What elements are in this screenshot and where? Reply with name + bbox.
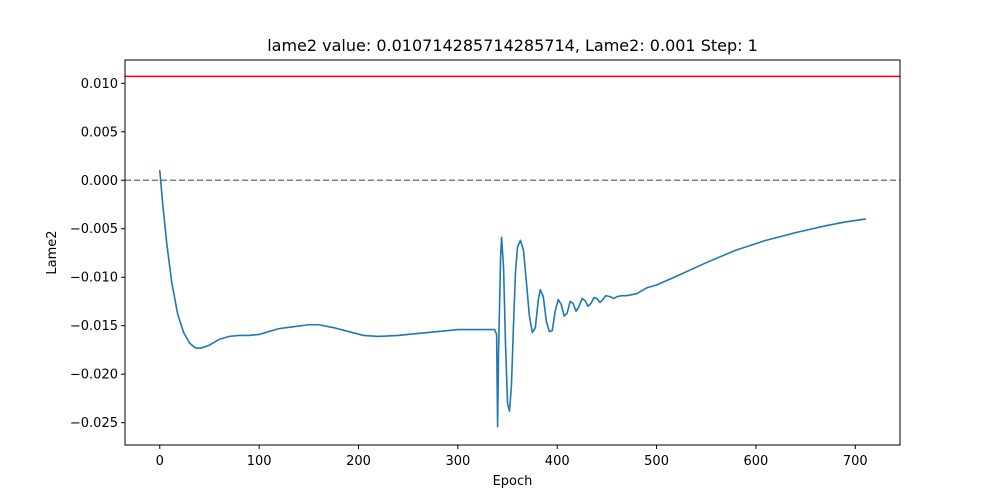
x-tick-label: 200 bbox=[346, 454, 371, 469]
y-tick-label: 0.010 bbox=[81, 77, 118, 92]
y-tick-label: −0.005 bbox=[70, 222, 118, 237]
y-tick-label: −0.025 bbox=[70, 416, 118, 431]
y-tick-label: 0.005 bbox=[81, 125, 118, 140]
x-tick-label: 0 bbox=[156, 454, 164, 469]
plot-area bbox=[125, 75, 900, 428]
y-tick-label: −0.015 bbox=[70, 319, 118, 334]
y-tick-label: −0.010 bbox=[70, 271, 118, 286]
x-tick-label: 100 bbox=[247, 454, 272, 469]
x-tick-label: 300 bbox=[445, 454, 470, 469]
x-axis-label: Epoch bbox=[493, 474, 533, 489]
y-axis: 0.010 0.005 0.000 −0.005 −0.010 −0.015 −0.020 −… bbox=[70, 77, 125, 431]
axes-frame bbox=[124, 59, 901, 446]
chart-title: lame2 value: 0.010714285714285714, Lame2… bbox=[267, 36, 758, 55]
y-axis-label: Lame2 bbox=[45, 230, 60, 274]
x-tick-label: 500 bbox=[644, 454, 669, 469]
y-tick-label: −0.020 bbox=[70, 368, 118, 383]
y-tick-label: 0.000 bbox=[81, 174, 118, 189]
x-tick-label: 700 bbox=[843, 454, 868, 469]
x-tick-label: 600 bbox=[744, 454, 769, 469]
x-axis: 0 100 200 300 400 500 600 700 bbox=[156, 445, 868, 469]
lame2-series-line bbox=[158, 169, 867, 428]
x-tick-label: 400 bbox=[545, 454, 570, 469]
